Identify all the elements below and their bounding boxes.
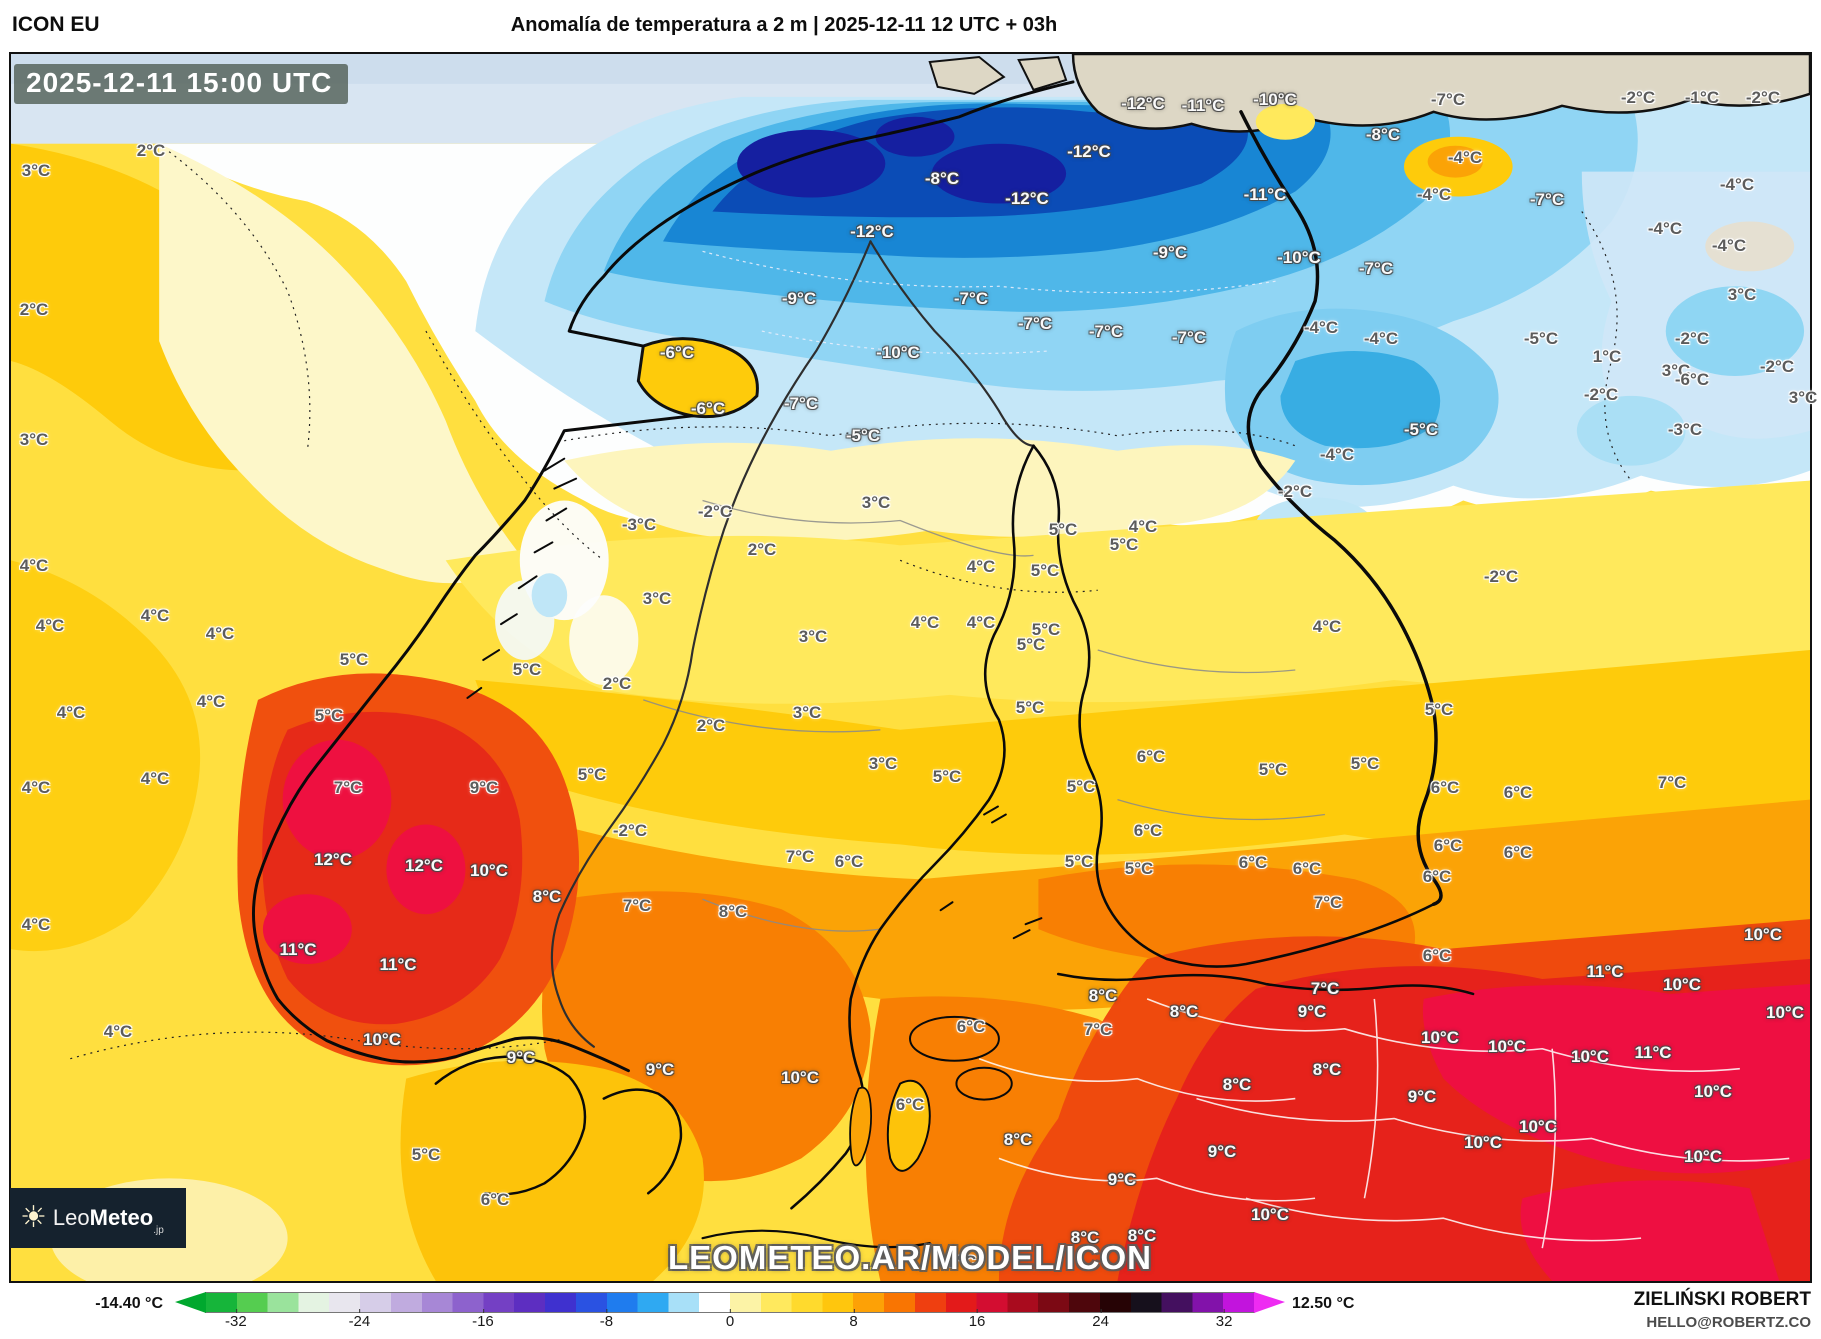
page-title: Anomalía de temperatura a 2 m | 2025-12-… <box>510 14 1058 36</box>
colorbar-gradient <box>206 1293 1254 1312</box>
colorbar-arrow-left <box>175 1292 206 1313</box>
colorbar-tick: 16 <box>968 1309 986 1330</box>
colorbar-max-label: 12.50 °C <box>1292 1295 1355 1312</box>
colorbar-ticks: -32 -24 -16 -8 0 8 16 24 32 <box>205 1309 1255 1337</box>
colorbar-tick: -24 <box>348 1309 371 1330</box>
colorbar-arrow-right <box>1254 1292 1285 1313</box>
colorbar-footer: -14.40 °C -32 -24 -16 -8 0 8 16 24 32 12.50 °C Z… <box>0 1283 1821 1339</box>
colorbar-tick: 0 <box>725 1309 735 1330</box>
model-name: ICON EU <box>12 13 100 36</box>
colorbar-tick: 32 <box>1215 1309 1233 1330</box>
anomaly-field-graphic <box>11 54 1810 1281</box>
colorbar-tick: 24 <box>1092 1309 1109 1330</box>
colorbar <box>175 1292 1285 1313</box>
credit-email: HELLO@ROBERTZ.CO <box>1646 1314 1811 1331</box>
map-panel <box>9 52 1812 1283</box>
credit-author: ZIELIŃSKI ROBERT <box>1633 1289 1811 1310</box>
colorbar-tick: 8 <box>849 1309 858 1330</box>
colorbar-tick: -32 <box>225 1309 247 1330</box>
colorbar-min-label: -14.40 °C <box>95 1295 163 1312</box>
colorbar-tick: -8 <box>599 1309 614 1330</box>
colorbar-tick: -16 <box>472 1309 494 1330</box>
